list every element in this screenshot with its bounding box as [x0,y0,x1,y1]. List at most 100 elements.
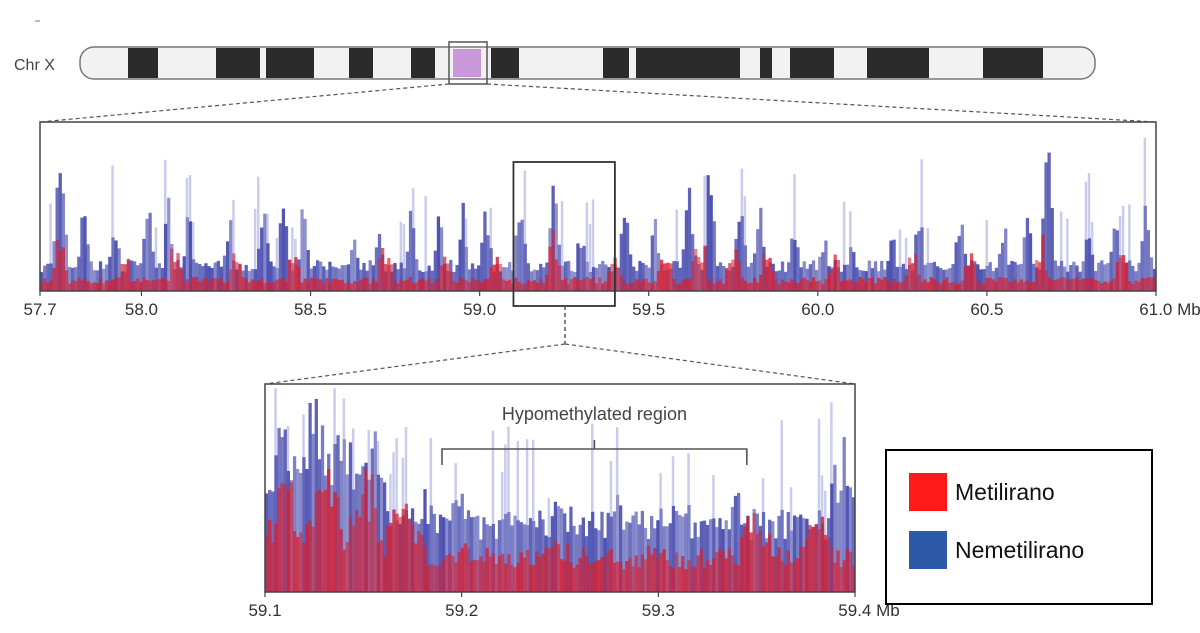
bar-methylated [278,278,282,291]
bar-methylated [877,277,881,291]
bar-methylated [274,524,278,592]
bar-methylated [356,281,360,291]
bar-unmethylated-spike [464,218,468,247]
bar-methylated [836,550,840,592]
bar-methylated [538,556,542,592]
bar-methylated [40,282,44,291]
chromosome-label: Chr X [14,57,55,74]
bar-unmethylated [932,261,937,291]
bar-unmethylated [371,265,375,291]
bar-unmethylated [842,437,846,592]
bar-methylated [432,565,436,592]
bar-unmethylated [229,220,233,291]
bar-unmethylated [567,261,571,291]
bar-methylated [1050,280,1054,291]
bar-methylated [408,276,413,291]
bar-methylated [464,280,468,291]
bar-unmethylated-spike [687,453,690,505]
bar-methylated [660,259,664,291]
bar-unmethylated [433,250,437,291]
bar-unmethylated [756,229,760,291]
bar-methylated [1016,282,1020,291]
bar-methylated [547,547,551,592]
bar-methylated [656,271,661,291]
bar-methylated [963,266,968,291]
bar-unmethylated-spike [1128,204,1131,261]
bar-methylated [309,277,313,291]
bar-methylated [578,557,582,592]
bar-methylated [458,277,462,291]
bar-unmethylated [833,464,837,592]
bar-methylated [702,568,707,592]
bar-methylated [238,263,242,291]
bar-methylated [954,283,958,291]
chromosome-body [79,46,1096,80]
bar-methylated [451,556,455,592]
bar-methylated [1047,277,1051,291]
bar-unmethylated [560,508,564,592]
bar-methylated [430,283,434,291]
bar-unmethylated [612,511,617,592]
bar-unmethylated [292,456,297,592]
x-tick-label: 59.1 [248,601,281,620]
x-tick-label: 60.0 [801,300,834,319]
bar-methylated [768,533,772,592]
bar-methylated [690,566,694,592]
bar-methylated [789,562,794,592]
bar-methylated [61,247,65,291]
bar-methylated [292,531,297,592]
bar-methylated [1143,278,1147,291]
bar-methylated [678,283,682,291]
bar-unmethylated [792,515,797,592]
bar-unmethylated-spike [904,237,908,270]
bar-unmethylated [257,248,261,291]
bar-unmethylated [191,259,196,291]
bar-methylated [43,278,47,291]
bar-methylated [501,279,506,291]
bar-methylated [442,558,446,592]
bar-unmethylated [920,227,924,291]
bar-methylated [226,281,230,291]
bar-unmethylated [337,268,341,291]
bar-methylated [663,263,667,291]
bar-methylated [1149,277,1154,291]
bar-methylated [554,259,558,291]
bar-unmethylated [83,216,87,291]
bar-methylated [550,547,554,592]
bar-unmethylated [988,262,992,291]
bar-methylated [504,563,508,592]
bar-methylated [749,532,753,592]
bar-unmethylated [569,506,573,592]
bar-methylated [1075,276,1079,291]
bar-methylated [705,560,710,592]
bar-methylated [120,263,124,291]
bar-methylated [1078,280,1082,291]
bar-unmethylated [780,509,784,592]
bar-methylated [297,267,301,291]
bar-methylated [641,279,645,291]
bar-methylated [849,279,853,291]
bar-methylated [480,282,484,291]
bar-methylated [597,560,601,592]
bar-unmethylated [886,260,890,291]
bar-unmethylated [1090,254,1095,291]
legend-label: Nemetilirano [955,536,1085,563]
bar-unmethylated [585,261,589,291]
bar-methylated [327,469,331,592]
bar-unmethylated [139,263,143,291]
bar-methylated [948,282,952,291]
bar-methylated [861,279,865,291]
bar-methylated [567,283,571,291]
bar-methylated [358,516,362,592]
bar-methylated [724,558,728,592]
bar-unmethylated [1019,263,1023,291]
bar-unmethylated [507,511,511,592]
x-tick-label: 61.0 Mb [1139,300,1200,319]
bar-methylated [709,277,713,291]
bar-methylated [681,556,685,592]
bar-methylated [421,278,425,291]
bar-unmethylated [678,267,682,291]
bar-unmethylated [1059,260,1064,291]
bar-unmethylated [849,247,853,291]
hypomethylated-region-bracket [441,440,748,465]
